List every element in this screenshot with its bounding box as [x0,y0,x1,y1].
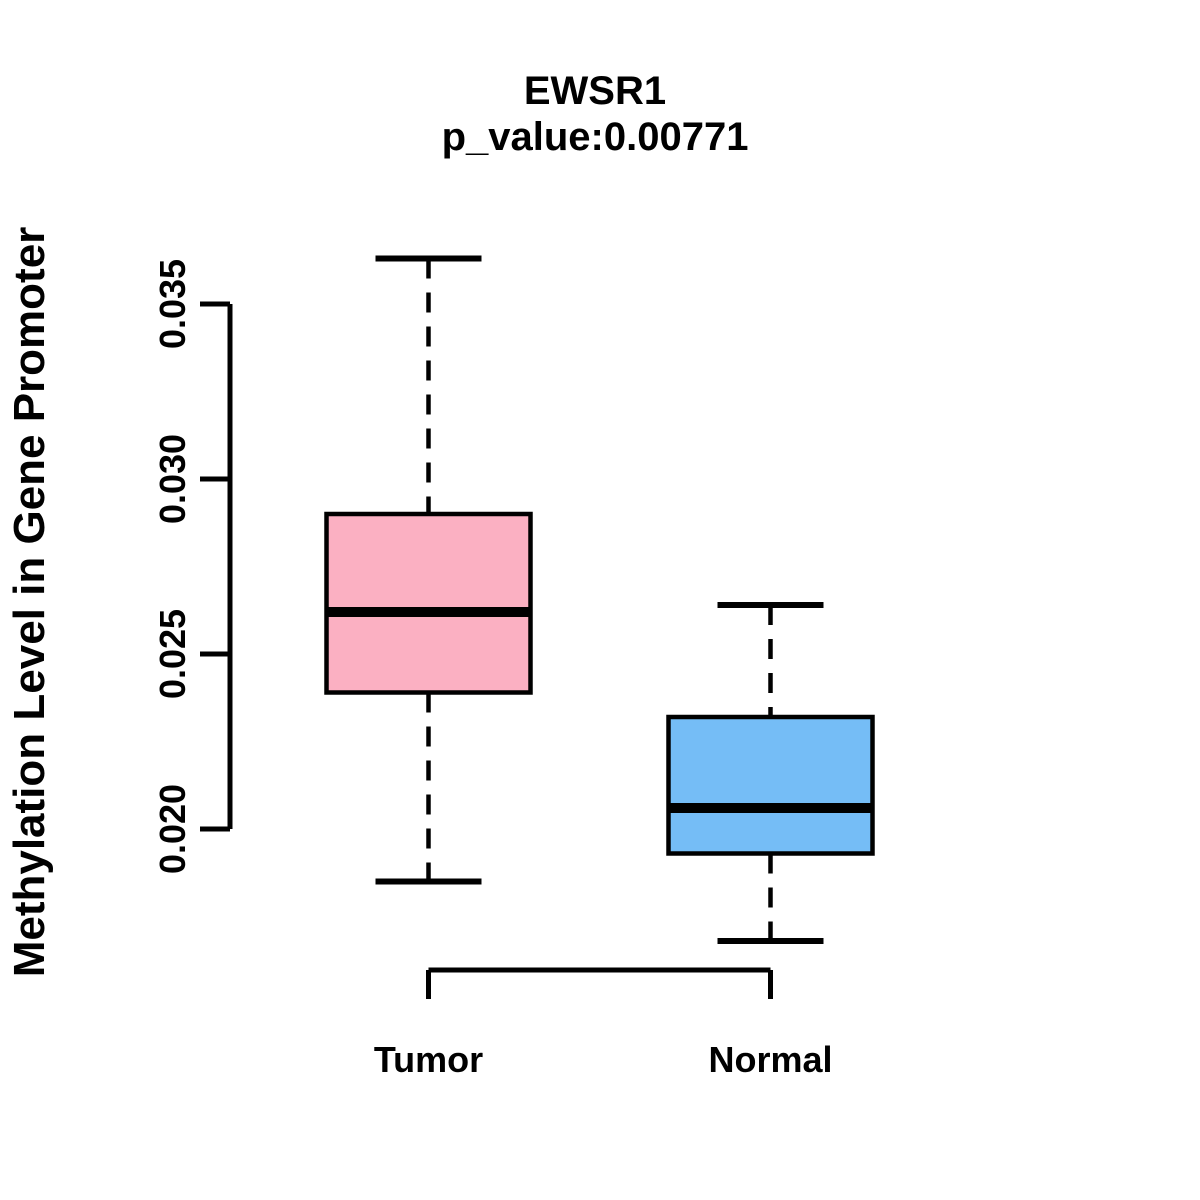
boxplot-normal [666,602,875,944]
y-tick-label: 0.020 [152,784,193,874]
chart-title: EWSR1 [524,69,666,113]
category-label-normal: Normal [708,1039,832,1080]
iqr-box [666,714,875,856]
y-tick-label: 0.030 [152,434,193,524]
chart-subtitle: p_value:0.00771 [442,115,749,159]
y-tick-label: 0.035 [152,259,193,349]
iqr-box [324,511,533,695]
y-axis-label: Methylation Level in Gene Promoter [5,227,54,978]
boxplot-tumor [324,255,533,885]
plot-area: 0.020 0.025 0.030 0.035 Tumor Normal [152,255,875,1080]
y-tick-label: 0.025 [152,609,193,699]
category-label-tumor: Tumor [374,1039,483,1080]
